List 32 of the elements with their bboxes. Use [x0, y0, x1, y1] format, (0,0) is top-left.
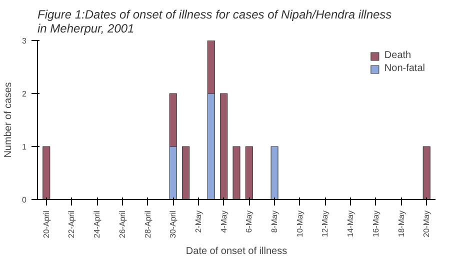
chart-title: Figure 1:Dates of onset of illness for cases of Nipah/Hendra illness in Meherpur, 2001 [38, 8, 392, 36]
x-tick-label: 30-April [168, 210, 178, 238]
x-tick-label: 28-April [143, 210, 152, 238]
x-tick-label: 4-May [219, 210, 228, 233]
x-tick-label: 12-May [320, 210, 330, 238]
x-tick-label: 10-May [295, 210, 304, 238]
y-tick-label: 3 [22, 36, 28, 46]
x-tick-label: 2-May [194, 210, 203, 233]
x-tick-label: 20-April [42, 210, 51, 238]
bar [232, 146, 240, 200]
x-tick-label: 8-May [270, 210, 280, 233]
x-tick-label: 26-April [118, 210, 127, 238]
bar [42, 146, 50, 200]
x-tick-label: 20-May [422, 210, 432, 238]
x-axis-title: Date of onset of illness [186, 246, 288, 258]
bar [220, 93, 228, 200]
legend-label: Death [384, 50, 412, 61]
y-tick-label: 1 [22, 142, 28, 152]
y-tick-label: 2 [22, 90, 28, 98]
x-tick-label: 18-May [396, 210, 406, 238]
bar [182, 146, 190, 200]
x-tick-label: 14-May [346, 210, 356, 238]
bar [270, 146, 278, 200]
y-axis-title: Number of cases [3, 82, 14, 158]
x-tick-label: 16-May [371, 210, 380, 238]
x-tick-label: 6-May [244, 210, 254, 233]
legend-label: Non-fatal [384, 63, 425, 74]
x-tick-label: 22-April [67, 210, 76, 238]
y-tick-label: 0 [22, 196, 28, 204]
bar [422, 146, 430, 200]
x-tick-label: 24-April [92, 210, 102, 238]
bar [245, 146, 253, 200]
